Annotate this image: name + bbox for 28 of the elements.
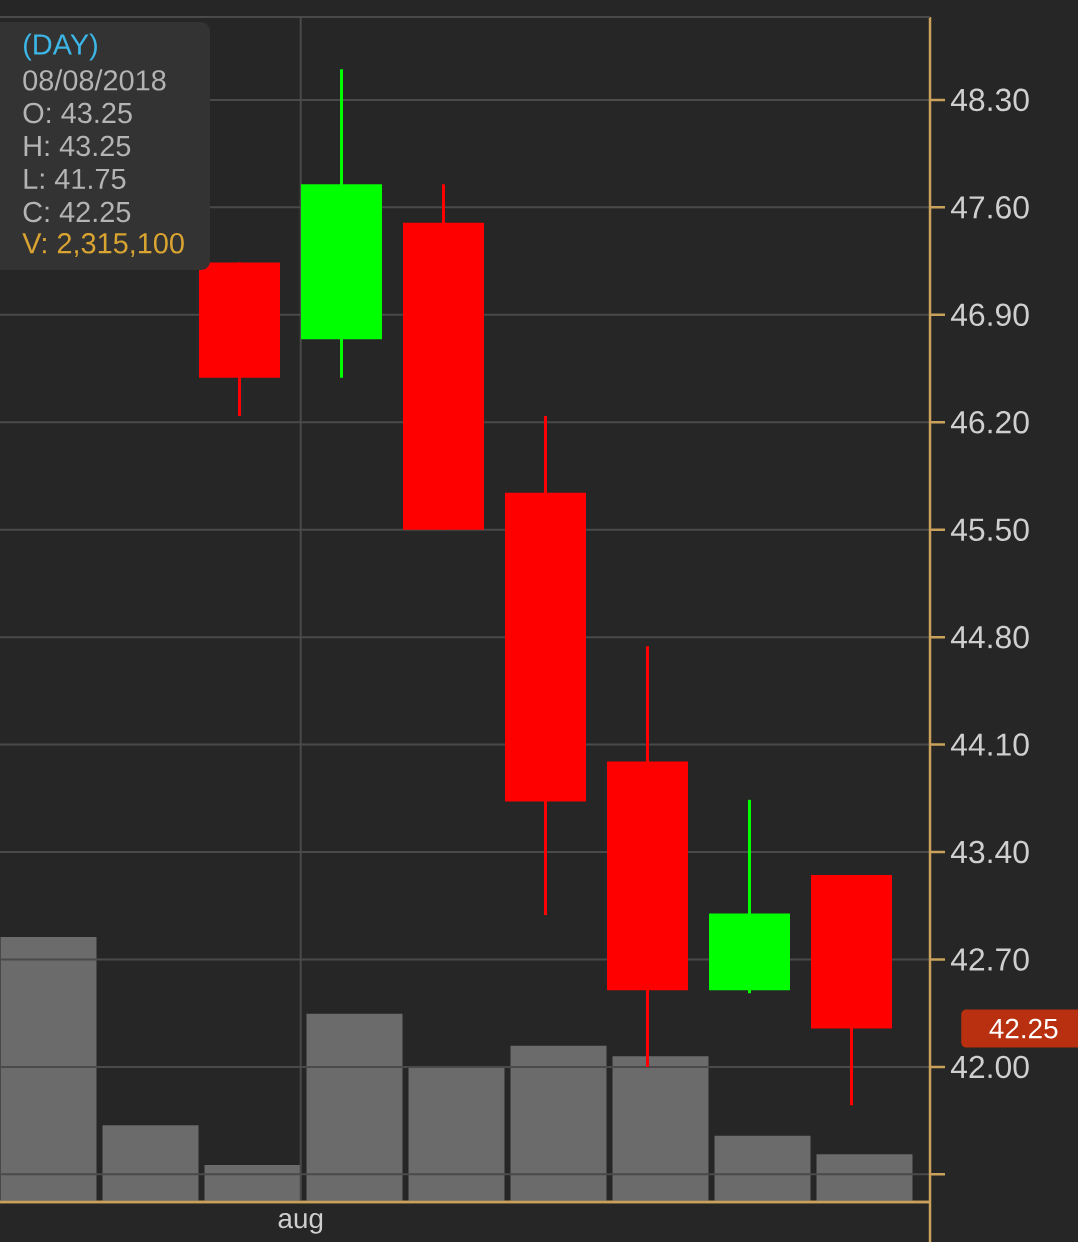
y-tick-label: 46.90: [950, 303, 1029, 327]
annotation: V: 2,315,100: [22, 233, 184, 257]
y-tick-label: 48.30: [950, 88, 1029, 112]
y-tick-label: 44.10: [950, 733, 1029, 756]
y-tick-label: 45.50: [950, 518, 1029, 541]
y-tick-label: 44.80: [950, 625, 1029, 649]
text: 42.25: [989, 1018, 1058, 1039]
bar: [816, 1154, 913, 1202]
bar: [714, 1135, 811, 1202]
x-tick-label: aug: [278, 1213, 323, 1234]
y-tick-label: 42.00: [950, 1055, 1029, 1079]
annotation: H: 43.25: [24, 135, 131, 157]
annotation: C: 42.25: [23, 201, 131, 223]
y-tick-label: 46.20: [950, 410, 1029, 434]
annotation: 08/08/2018: [23, 69, 166, 91]
bar: [612, 1056, 709, 1202]
bar: [102, 1125, 199, 1202]
y-tick-label: 47.60: [950, 196, 1029, 219]
bar: [306, 1013, 403, 1202]
y-tick-label: 42.70: [950, 948, 1029, 971]
annotation: L: 41.75: [24, 168, 126, 190]
y-tick-label: 43.40: [950, 840, 1029, 864]
bar: [408, 1066, 505, 1202]
bar: [510, 1045, 607, 1202]
bar: [204, 1164, 301, 1202]
text: (DAY): [24, 33, 97, 61]
annotation: O: 43.25: [23, 102, 132, 124]
bar: [0, 937, 97, 1202]
